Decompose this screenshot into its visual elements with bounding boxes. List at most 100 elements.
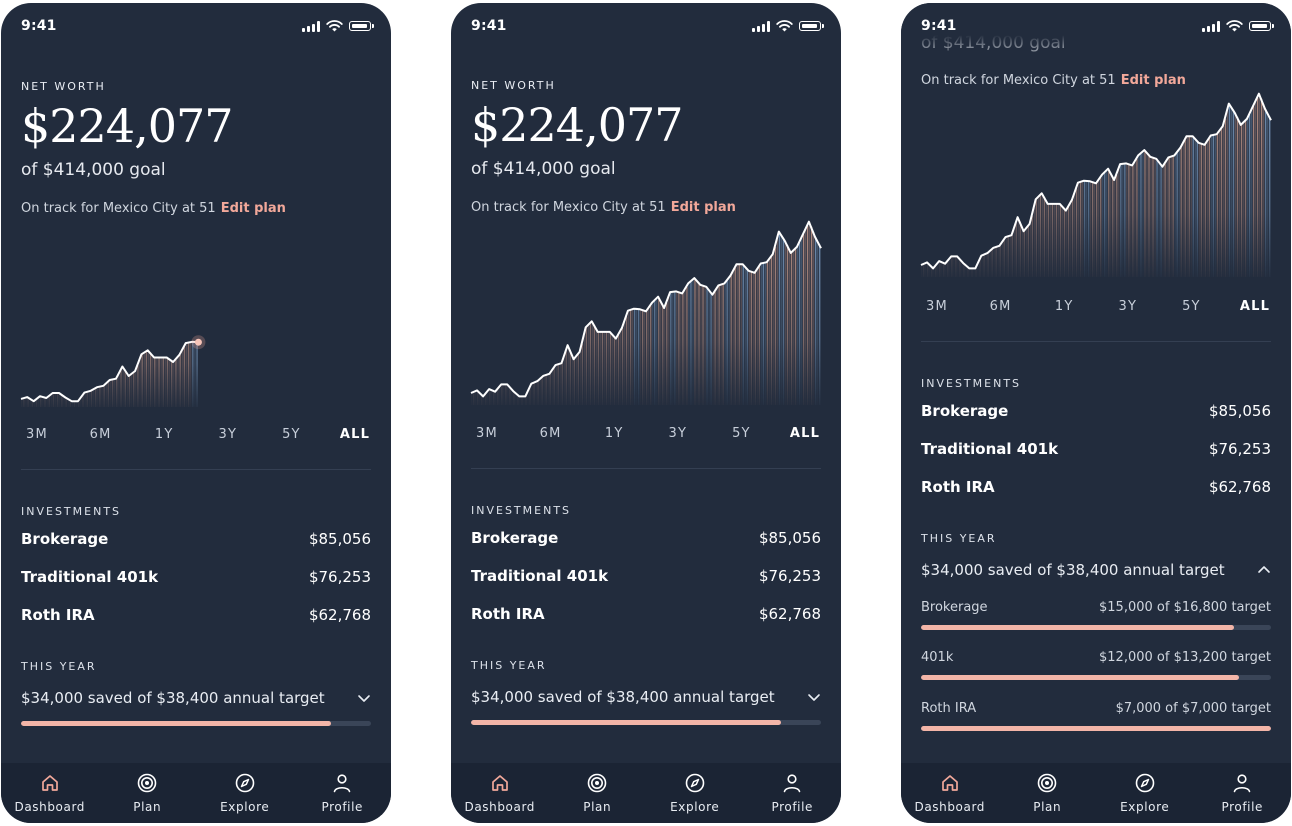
range-option-5y[interactable]: 5Y: [1182, 299, 1201, 314]
chart-bar: [798, 242, 801, 405]
chart-bar: [135, 371, 137, 407]
range-option-1y[interactable]: 1Y: [604, 426, 624, 441]
savings-summary-toggle[interactable]: $34,000 saved of $38,400 annual target: [921, 561, 1271, 579]
chart-bar: [778, 231, 781, 405]
chart-bar: [1136, 158, 1138, 277]
chart-bar: [1015, 223, 1017, 277]
tab-profile[interactable]: Profile: [744, 763, 842, 823]
range-option-3m[interactable]: 3M: [926, 299, 948, 314]
chart-bar: [80, 398, 82, 407]
range-option-6m[interactable]: 6M: [989, 299, 1012, 314]
chart-bar: [23, 398, 25, 407]
investment-name: Roth IRA: [471, 605, 545, 623]
range-selector: 3M 6M 1Y 3Y 5Y ALL: [901, 299, 1291, 314]
tab-dashboard[interactable]: Dashboard: [1, 763, 99, 823]
chart-bar: [149, 352, 152, 407]
chart-bar: [1236, 116, 1239, 278]
divider: [471, 468, 821, 469]
chart-bar: [75, 401, 78, 407]
status-bar: 9:41: [1, 3, 391, 49]
range-option-6m[interactable]: 6M: [89, 427, 112, 442]
edit-plan-link[interactable]: Edit plan: [220, 201, 286, 216]
chart-bar: [790, 252, 793, 405]
chart-bar: [1166, 160, 1168, 277]
range-option-5y[interactable]: 5Y: [732, 426, 751, 441]
chart-bar: [941, 261, 943, 277]
range-option-5y[interactable]: 5Y: [282, 427, 301, 442]
chart-bar: [21, 398, 23, 407]
annual-progress-bar: [471, 720, 821, 725]
tab-dashboard[interactable]: Dashboard: [901, 763, 999, 823]
chart-bar: [593, 324, 596, 405]
tab-profile[interactable]: Profile: [1194, 763, 1292, 823]
range-option-3y[interactable]: 3Y: [218, 427, 238, 442]
tab-plan[interactable]: Plan: [549, 763, 647, 823]
investment-value: $85,056: [308, 530, 371, 548]
investment-row-brokerage[interactable]: Brokerage $85,056: [21, 530, 371, 548]
chart-bar: [696, 280, 698, 405]
range-option-all[interactable]: ALL: [1239, 299, 1271, 314]
chart-end-marker[interactable]: [194, 338, 202, 346]
chart-bar: [738, 264, 740, 405]
tab-explore[interactable]: Explore: [196, 763, 294, 823]
range-option-6m[interactable]: 6M: [539, 426, 562, 441]
edit-plan-link[interactable]: Edit plan: [1120, 73, 1186, 88]
annual-progress-fill: [21, 721, 331, 726]
chart-bar: [939, 261, 941, 277]
chart-bar: [1190, 136, 1192, 277]
track-text: On track for Mexico City at 51: [921, 73, 1116, 88]
edit-plan-link[interactable]: Edit plan: [670, 200, 736, 215]
chart-bar: [1071, 199, 1074, 277]
chart-bar: [48, 396, 50, 407]
chart-bar: [985, 253, 987, 277]
tab-explore[interactable]: Explore: [646, 763, 744, 823]
range-option-3y[interactable]: 3Y: [668, 426, 688, 441]
chart-bar: [1130, 164, 1132, 277]
range-option-all[interactable]: ALL: [789, 426, 821, 441]
savings-summary-toggle[interactable]: $34,000 saved of $38,400 annual target: [471, 688, 821, 706]
chart-bar: [71, 401, 74, 407]
chart-bar: [730, 275, 732, 405]
chart-bar: [989, 251, 991, 277]
investment-row-401k[interactable]: Traditional 401k $76,253: [471, 567, 821, 585]
investment-row-roth-ira[interactable]: Roth IRA $62,768: [471, 605, 821, 623]
range-option-1y[interactable]: 1Y: [1054, 299, 1074, 314]
chart-bar: [1067, 207, 1070, 277]
chart-bar: [770, 256, 773, 405]
tab-label: Dashboard: [464, 800, 535, 814]
chart-area-bars: [471, 221, 821, 405]
chart-bar: [943, 262, 945, 277]
range-option-3y[interactable]: 3Y: [1118, 299, 1138, 314]
chart-bar: [1146, 152, 1148, 277]
investment-row-roth-ira[interactable]: Roth IRA $62,768: [921, 478, 1271, 496]
chart-bar: [101, 386, 103, 407]
investment-row-401k[interactable]: Traditional 401k $76,253: [21, 568, 371, 586]
investment-row-brokerage[interactable]: Brokerage $85,056: [921, 402, 1271, 420]
range-option-3m[interactable]: 3M: [26, 427, 48, 442]
tab-plan[interactable]: Plan: [999, 763, 1097, 823]
tab-explore[interactable]: Explore: [1096, 763, 1194, 823]
tab-plan[interactable]: Plan: [99, 763, 197, 823]
range-option-1y[interactable]: 1Y: [154, 427, 174, 442]
chart-bar: [1216, 134, 1219, 277]
tab-dashboard[interactable]: Dashboard: [451, 763, 549, 823]
chart-bar: [27, 397, 29, 407]
chart-bar: [1150, 156, 1152, 277]
chart-bar: [1083, 180, 1086, 277]
range-option-all[interactable]: ALL: [339, 427, 371, 442]
tab-profile[interactable]: Profile: [294, 763, 392, 823]
savings-summary-toggle[interactable]: $34,000 saved of $38,400 annual target: [21, 689, 371, 707]
investment-row-401k[interactable]: Traditional 401k $76,253: [921, 440, 1271, 458]
chart-bar: [471, 393, 473, 405]
chart-bar: [1120, 164, 1122, 277]
investment-row-roth-ira[interactable]: Roth IRA $62,768: [21, 606, 371, 624]
chart-bar: [565, 351, 567, 405]
chart-bar: [744, 266, 746, 405]
chart-bar: [599, 331, 602, 405]
chart-bar: [927, 262, 929, 277]
chart-bar: [736, 264, 738, 405]
chart-bar: [139, 359, 141, 407]
divider: [21, 469, 371, 470]
range-option-3m[interactable]: 3M: [476, 426, 498, 441]
investment-row-brokerage[interactable]: Brokerage $85,056: [471, 529, 821, 547]
